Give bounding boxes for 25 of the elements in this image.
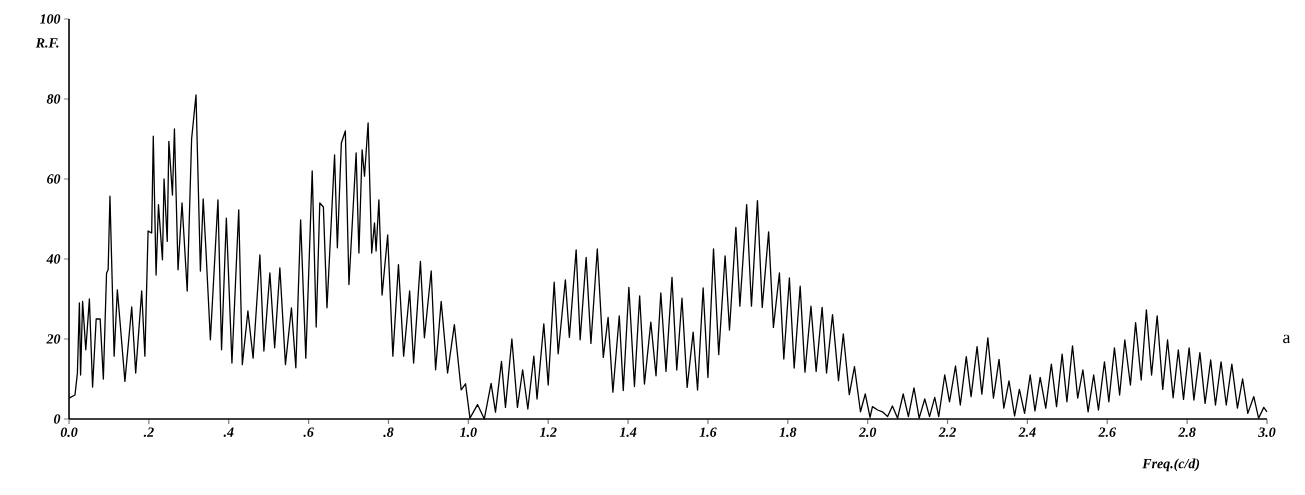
y-tick-label: 80 — [46, 94, 61, 104]
y-tick-label: 0 — [54, 414, 61, 424]
y-tick-label: 20 — [46, 334, 61, 344]
x-tick-label: 2.0 — [858, 427, 877, 437]
x-tick-label: 2.2 — [938, 427, 956, 437]
x-tick-label: .4 — [223, 427, 234, 437]
x-tick-label: 1.0 — [459, 427, 477, 437]
x-tick-label: 2.6 — [1098, 427, 1116, 437]
text: a — [1283, 334, 1291, 344]
x-tick-label: 2.4 — [1018, 427, 1036, 437]
x-tick-label: 0.0 — [60, 427, 78, 437]
x-tick-label: 1.2 — [539, 427, 557, 437]
y-tick-label: 100 — [39, 14, 61, 24]
y-axis-title: R.F. — [35, 38, 59, 48]
x-tick-label: 2.8 — [1178, 427, 1196, 437]
x-tick-label: 1.4 — [619, 427, 637, 437]
y-tick-label: 40 — [46, 254, 61, 264]
x-tick-label: .2 — [143, 427, 154, 437]
x-tick-label: 3.0 — [1258, 427, 1276, 437]
x-tick-label: 1.8 — [779, 427, 797, 437]
x-tick-label: 1.6 — [699, 427, 717, 437]
x-tick-label: .8 — [383, 427, 394, 437]
y-tick-label: 60 — [47, 174, 61, 184]
x-tick-label: .6 — [303, 427, 314, 437]
x-axis-title: Freq.(c/d) — [1142, 458, 1200, 472]
